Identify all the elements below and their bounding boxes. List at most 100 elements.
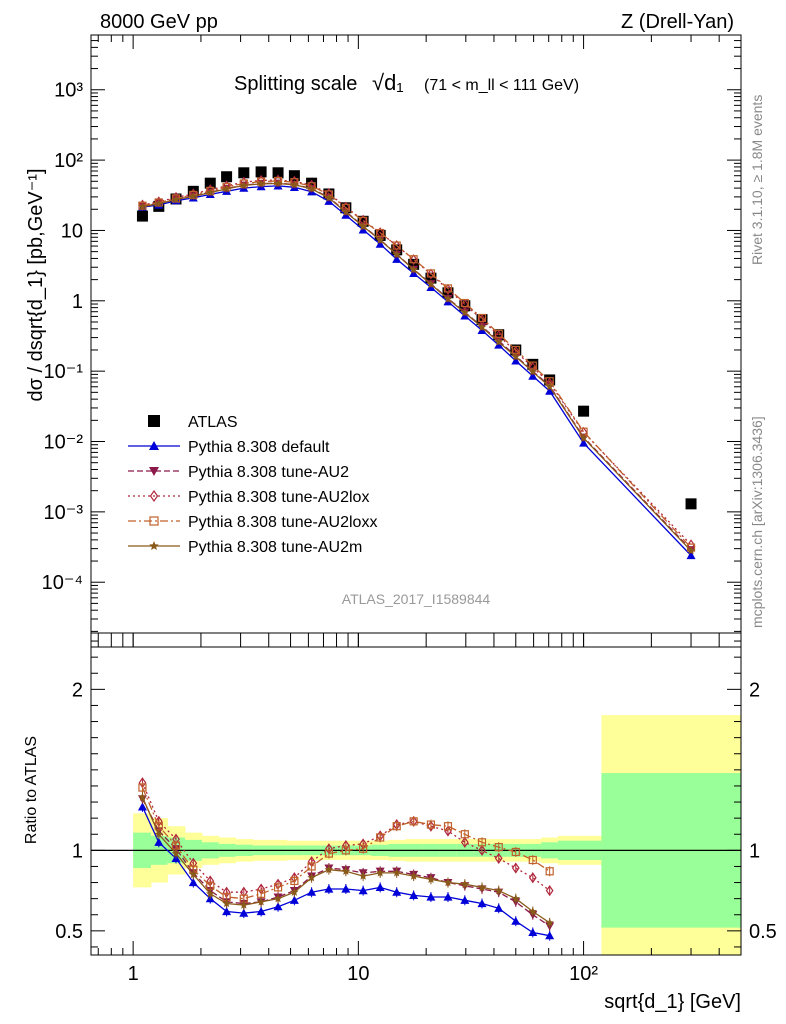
data-point bbox=[545, 386, 555, 395]
series-line bbox=[142, 179, 692, 546]
data-point bbox=[579, 438, 589, 447]
ratio-point bbox=[341, 866, 351, 875]
ratio-point bbox=[511, 847, 520, 857]
data-point bbox=[238, 167, 250, 179]
ratio-point bbox=[307, 887, 317, 896]
ratio-point bbox=[138, 792, 147, 801]
ratio-point bbox=[409, 817, 418, 826]
data-point bbox=[189, 190, 198, 200]
ratio-point bbox=[460, 830, 469, 839]
ratio-point bbox=[289, 895, 299, 904]
ratio-point bbox=[188, 878, 198, 887]
legend-label: Pythia 8.308 tune-AU2m bbox=[188, 539, 362, 556]
ratio-point bbox=[154, 829, 164, 838]
data-point bbox=[511, 356, 521, 365]
data-point bbox=[189, 191, 198, 200]
data-point bbox=[511, 352, 521, 361]
ratio-point bbox=[137, 802, 147, 811]
data-point bbox=[206, 188, 215, 197]
ratio-point bbox=[528, 907, 538, 916]
ratio-point bbox=[545, 867, 554, 876]
ratio-point bbox=[307, 873, 316, 882]
ratio-point bbox=[324, 884, 334, 893]
data-point bbox=[171, 195, 181, 204]
data-point bbox=[307, 184, 316, 193]
data-point bbox=[341, 207, 351, 216]
data-point bbox=[527, 358, 539, 370]
data-point bbox=[290, 180, 299, 189]
ratio-point bbox=[273, 883, 283, 892]
ratio-point bbox=[358, 871, 368, 880]
data-point bbox=[357, 215, 369, 227]
ratio-point bbox=[528, 855, 537, 865]
ratio-y-tick-label-right: 1 bbox=[749, 840, 760, 862]
data-point bbox=[528, 367, 538, 376]
legend-label: Pythia 8.308 tune-AU2lox bbox=[188, 489, 369, 506]
ratio-point bbox=[222, 907, 232, 916]
data-point bbox=[375, 235, 385, 244]
data-point bbox=[494, 337, 503, 346]
y-tick-label: 10⁻³ bbox=[44, 502, 84, 524]
ratio-point bbox=[409, 890, 419, 900]
ratio-point bbox=[392, 887, 402, 896]
ratio-point bbox=[154, 837, 164, 846]
data-point bbox=[138, 202, 147, 211]
ratio-y-tick-labels: 0.5 0.5 1 1 2 2 bbox=[55, 679, 777, 943]
ratio-point bbox=[273, 894, 283, 903]
ratio-point bbox=[511, 862, 520, 874]
ratio-point bbox=[290, 887, 299, 896]
legend-marker bbox=[149, 441, 159, 450]
analysis-id: ATLAS_2017_I1589844 bbox=[342, 591, 491, 607]
data-point bbox=[288, 170, 300, 182]
ratio-point bbox=[477, 838, 487, 847]
legend-entry: Pythia 8.308 tune-AU2m bbox=[128, 539, 362, 556]
ratio-point bbox=[478, 844, 486, 856]
ratio-y-tick-label: 2 bbox=[72, 679, 83, 701]
ratio-point bbox=[494, 852, 503, 864]
x-tick-label: 1 bbox=[128, 963, 139, 985]
data-point bbox=[273, 179, 283, 188]
data-point bbox=[476, 314, 488, 326]
data-point bbox=[409, 265, 418, 274]
ratio-point bbox=[545, 918, 554, 927]
legend-label: Pythia 8.308 default bbox=[188, 439, 330, 456]
ratio-y-tick-label-right: 0.5 bbox=[749, 921, 777, 943]
ratio-point bbox=[443, 822, 453, 831]
ratio-point bbox=[494, 886, 503, 895]
y-tick-label: 1 bbox=[72, 291, 83, 313]
ratio-panel: 0.5 0.5 1 1 2 2 1 10 10² Ratio to ATLAS sqrt{d_… bbox=[23, 632, 777, 1013]
data-point bbox=[444, 283, 452, 295]
legend-marker bbox=[149, 541, 159, 550]
data-point bbox=[459, 300, 471, 312]
data-point bbox=[578, 405, 590, 417]
data-point bbox=[528, 371, 538, 380]
data-point bbox=[686, 546, 696, 555]
ratio-point bbox=[511, 894, 521, 903]
ratio-point bbox=[494, 843, 503, 852]
series-atlas bbox=[136, 166, 697, 510]
ratio-point bbox=[376, 833, 385, 842]
data-point bbox=[392, 254, 402, 263]
ratio-point bbox=[392, 822, 401, 831]
data-point bbox=[545, 382, 554, 391]
rivet-label: Rivet 3.1.10, ≥ 1.8M events bbox=[749, 95, 765, 265]
title-text: Splitting scale bbox=[234, 73, 357, 95]
ratio-point bbox=[359, 844, 368, 853]
ratio-point bbox=[290, 876, 299, 886]
x-axis-label: sqrt{d_1} [GeV] bbox=[604, 991, 741, 1013]
legend-entry: Pythia 8.308 tune-AU2lox bbox=[128, 489, 369, 506]
y-tick-label: 10 bbox=[61, 220, 83, 242]
legend-label: ATLAS bbox=[188, 414, 238, 431]
legend-marker bbox=[149, 467, 159, 476]
ratio-y-tick-label-right: 2 bbox=[749, 679, 760, 701]
data-point bbox=[442, 287, 454, 299]
ratio-point bbox=[460, 895, 470, 904]
ratio-point bbox=[256, 907, 266, 916]
ratio-plot-area bbox=[91, 633, 742, 955]
data-point bbox=[154, 199, 164, 208]
ratio-point bbox=[239, 900, 249, 909]
ratio-point bbox=[341, 846, 350, 855]
legend-entry: Pythia 8.308 tune-AU2loxx bbox=[128, 514, 377, 531]
ratio-y-axis-label: Ratio to ATLAS bbox=[23, 736, 40, 844]
y-tick-label: 10³ bbox=[54, 80, 83, 102]
